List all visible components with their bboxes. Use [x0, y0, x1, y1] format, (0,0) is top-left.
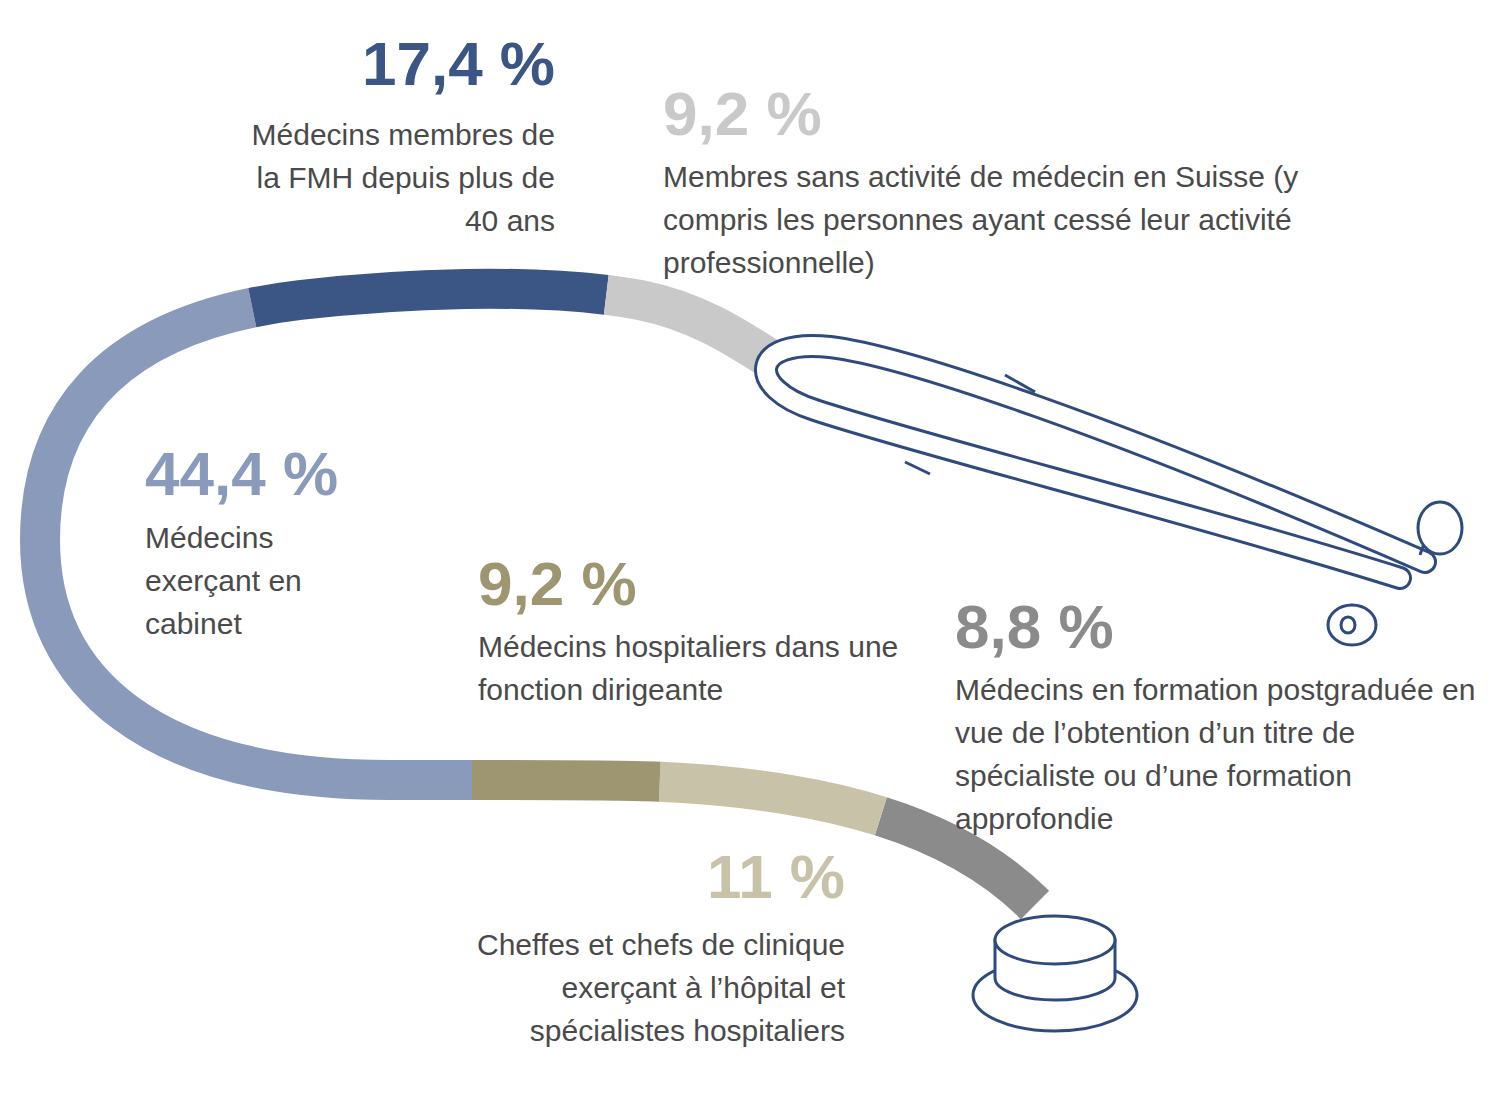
ear-joint	[1005, 375, 1035, 392]
ear-tube-outline	[766, 346, 1425, 578]
ear-tip	[1328, 605, 1376, 645]
segment	[40, 289, 1035, 905]
segment	[40, 289, 1035, 905]
label-line: compris les personnes ayant cessé leur a…	[663, 203, 1292, 236]
category-label: Médecins exerçant en cabinet	[145, 521, 302, 640]
category-label: Membres sans activité de médecin en Suis…	[663, 160, 1298, 279]
label-line: 40 ans	[465, 204, 555, 237]
category-label: Médecins hospitaliers dans une fonction d…	[478, 630, 898, 706]
label-line: exerçant en	[145, 564, 302, 597]
category-label: Cheffes et chefs de clinique exerçant à l…	[477, 928, 846, 1047]
label-line: Médecins membres de	[252, 118, 555, 151]
tube-guide	[40, 289, 1035, 905]
ear-tip-hole	[1341, 617, 1355, 633]
label-line: spécialistes hospitaliers	[530, 1014, 845, 1047]
bell-top	[995, 916, 1115, 964]
chart: 8,8 % Médecins en formation postgraduée e…	[0, 0, 1512, 1102]
label-line: Médecins	[145, 521, 273, 554]
value-label: 9,2 %	[663, 79, 822, 148]
segment	[40, 289, 1035, 905]
label-line: professionnelle)	[663, 246, 875, 279]
segment	[40, 289, 1035, 905]
label-line: exerçant à l’hôpital et	[561, 971, 845, 1004]
label-line: Médecins en formation postgraduée en	[955, 673, 1475, 706]
label-line: Cheffes et chefs de clinique	[477, 928, 845, 961]
labels: 8,8 % Médecins en formation postgraduée e…	[145, 29, 1475, 1047]
segment	[40, 289, 1035, 905]
category-label: Médecins en formation postgraduée en vue …	[955, 673, 1475, 835]
ear-tip	[1418, 502, 1462, 554]
value-label: 44,4 %	[145, 439, 338, 508]
value-label: 9,2 %	[478, 549, 637, 618]
label-line: la FMH depuis plus de	[257, 161, 555, 194]
segments	[40, 289, 1035, 905]
earpiece	[766, 346, 1462, 645]
label-line: approfondie	[955, 802, 1113, 835]
segment	[40, 289, 1035, 905]
ear-joint	[905, 462, 930, 474]
label-line: Membres sans activité de médecin en Suis…	[663, 160, 1298, 193]
category-label: Médecins membres de la FMH depuis plus de…	[252, 118, 555, 237]
value-label: 17,4 %	[362, 29, 555, 98]
label-line: spécialiste ou d’une formation	[955, 759, 1352, 792]
label-line: fonction dirigeante	[478, 673, 723, 706]
value-label: 8,8 %	[955, 592, 1114, 661]
label-line: Médecins hospitaliers dans une	[478, 630, 898, 663]
label-line: vue de l’obtention d’un titre de	[955, 716, 1355, 749]
label-line: cabinet	[145, 607, 242, 640]
chest-piece	[973, 916, 1137, 1031]
value-label: 11 %	[707, 842, 845, 911]
ear-tube	[766, 346, 1425, 578]
